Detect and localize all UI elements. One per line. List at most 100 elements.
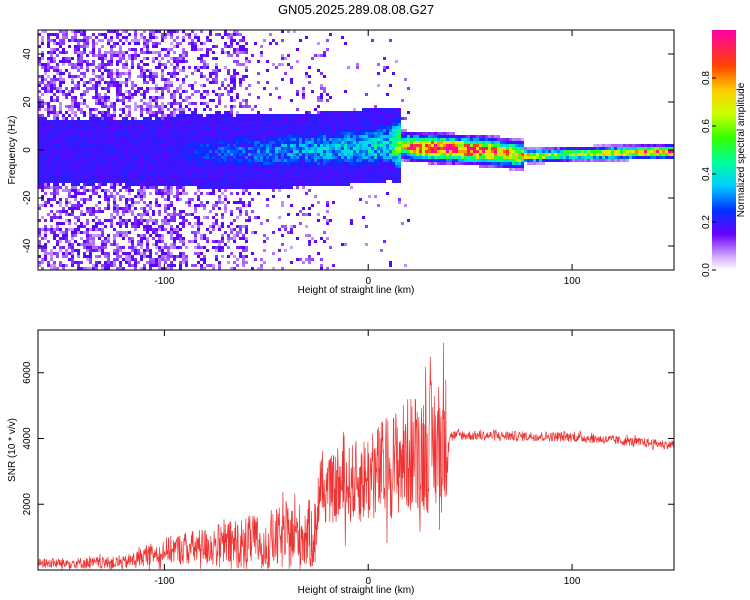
spectrogram-cell xyxy=(53,195,56,198)
spectrogram-cell xyxy=(191,183,194,186)
spectrogram-cell xyxy=(107,195,110,198)
spectrogram-cell xyxy=(215,138,218,141)
spectrogram-cell xyxy=(155,66,158,69)
spectrogram-cell xyxy=(248,177,251,180)
spectrogram-cell xyxy=(101,57,104,60)
spectrogram-cell xyxy=(104,120,107,123)
spectrogram-cell xyxy=(62,63,65,66)
spectrogram-cell xyxy=(74,168,77,171)
spectrogram-cell xyxy=(74,192,77,195)
spectrogram-cell xyxy=(239,174,242,177)
spectrogram-cell xyxy=(77,120,80,123)
spectrogram-cell xyxy=(359,138,362,141)
spectrogram-cell xyxy=(182,60,185,63)
spectrogram-cell xyxy=(293,225,296,228)
spectrogram-cell xyxy=(131,222,134,225)
spectrogram-cell xyxy=(290,159,293,162)
spectrogram-cell xyxy=(140,255,143,258)
spectrogram-cell xyxy=(38,168,41,171)
spectrogram-cell xyxy=(311,204,314,207)
spectrogram-cell xyxy=(47,186,50,189)
spectrogram-cell xyxy=(149,87,152,90)
spectrogram-cell xyxy=(134,30,137,33)
spectrogram-cell xyxy=(206,48,209,51)
spectrogram-cell xyxy=(191,171,194,174)
spectrogram-cell xyxy=(215,258,218,261)
spectrogram-cell xyxy=(200,165,203,168)
spectrogram-cell xyxy=(335,138,338,141)
spectrogram-cell xyxy=(92,156,95,159)
spectrogram-cell xyxy=(68,126,71,129)
spectrogram-cell xyxy=(320,141,323,144)
spectrogram-cell xyxy=(236,132,239,135)
spectrogram-cell xyxy=(374,162,377,165)
spectrogram-cell xyxy=(68,75,71,78)
spectrogram-cell xyxy=(299,129,302,132)
spectrogram-cell xyxy=(80,162,83,165)
spectrogram-cell xyxy=(254,159,257,162)
spectrogram-cell xyxy=(50,267,53,270)
spectrogram-cell xyxy=(380,117,383,120)
spectrogram-cell xyxy=(326,117,329,120)
spectrogram-cell xyxy=(314,108,317,111)
spectrogram-cell xyxy=(326,165,329,168)
spectrogram-cell xyxy=(206,264,209,267)
spectrogram-cell xyxy=(95,141,98,144)
spectrogram-cell xyxy=(41,81,44,84)
spectrogram-cell xyxy=(209,210,212,213)
spectrogram-cell xyxy=(251,159,254,162)
spectrogram-cell xyxy=(200,246,203,249)
spectrogram-cell xyxy=(167,222,170,225)
spectrogram-cell xyxy=(374,174,377,177)
spectrogram-cell xyxy=(233,138,236,141)
spectrogram-cell xyxy=(215,111,218,114)
spectrogram-cell xyxy=(113,51,116,54)
spectrogram-cell xyxy=(365,138,368,141)
spectrogram-cell xyxy=(212,246,215,249)
spectrogram-cell xyxy=(164,252,167,255)
spectrogram-cell xyxy=(299,210,302,213)
spectrogram-cell xyxy=(137,87,140,90)
spectrogram-cell xyxy=(236,264,239,267)
spectrogram-cell xyxy=(158,54,161,57)
spectrogram-cell xyxy=(134,153,137,156)
spectrogram-cell xyxy=(62,81,65,84)
spectrogram-cell xyxy=(170,129,173,132)
spectrogram-cell xyxy=(353,141,356,144)
spectrogram-cell xyxy=(233,261,236,264)
spectrogram-cell xyxy=(155,243,158,246)
spectrogram-cell xyxy=(71,78,74,81)
spectrogram-cell xyxy=(146,183,149,186)
spectrogram-cell xyxy=(233,183,236,186)
spectrogram-cell xyxy=(77,60,80,63)
spectrogram-cell xyxy=(383,126,386,129)
spectrogram-cell xyxy=(65,240,68,243)
spectrogram-cell xyxy=(104,69,107,72)
spectrogram-cell xyxy=(155,174,158,177)
spectrogram-cell xyxy=(335,147,338,150)
spectrogram-cell xyxy=(320,138,323,141)
spectrogram-cell xyxy=(212,177,215,180)
spectrogram-cell xyxy=(38,231,41,234)
spectrogram-cell xyxy=(371,117,374,120)
spectrogram-cell xyxy=(65,60,68,63)
spectrogram-cell xyxy=(149,126,152,129)
spectrogram-cell xyxy=(272,150,275,153)
spectrogram-cell xyxy=(89,171,92,174)
spectrogram-cell xyxy=(323,87,326,90)
spectrogram-cell xyxy=(38,240,41,243)
spectrogram-cell xyxy=(209,171,212,174)
spectrogram-cell xyxy=(98,168,101,171)
spectrogram-cell xyxy=(149,153,152,156)
spectrogram-cell xyxy=(278,258,281,261)
spectrogram-cell xyxy=(38,153,41,156)
spectrogram-cell xyxy=(260,171,263,174)
spectrogram-cell xyxy=(197,231,200,234)
spectrogram-cell xyxy=(104,105,107,108)
spectrogram-cell xyxy=(65,237,68,240)
spectrogram-cell xyxy=(113,174,116,177)
spectrogram-cell xyxy=(140,192,143,195)
spectrogram-cell xyxy=(122,213,125,216)
spectrogram-cell xyxy=(215,186,218,189)
spectrogram-cell xyxy=(203,186,206,189)
